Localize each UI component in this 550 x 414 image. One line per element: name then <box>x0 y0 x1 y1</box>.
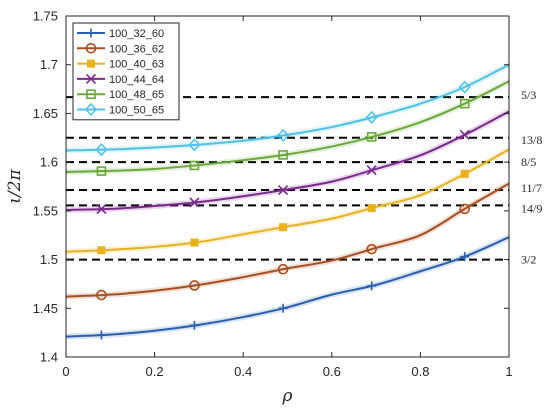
x-tick-label: 0 <box>62 364 69 379</box>
series-glow <box>65 180 511 300</box>
legend-entry: 100_40_63 <box>77 59 164 71</box>
series-glow <box>65 146 511 255</box>
data-point <box>367 204 376 213</box>
data-point <box>279 223 288 232</box>
data-point <box>190 238 199 247</box>
y-tick-label: 1.5 <box>40 252 58 267</box>
series-glow <box>65 234 511 340</box>
series-line <box>65 182 510 298</box>
ratio-label: 8/5 <box>521 155 536 169</box>
data-point <box>189 280 200 291</box>
data-point <box>367 281 377 291</box>
ratio-label: 13/8 <box>521 133 542 147</box>
data-point <box>189 160 200 171</box>
legend-entry: 100_50_65 <box>77 102 164 117</box>
x-tick-label: 1 <box>505 364 512 379</box>
data-point <box>96 166 107 176</box>
reference-lines <box>66 96 509 261</box>
ratio-label: 11/7 <box>521 181 542 195</box>
y-tick-label: 1.65 <box>33 106 58 121</box>
y-tick-label: 1.7 <box>40 57 58 72</box>
axis-ticks <box>65 15 510 358</box>
legend-label: 100_50_65 <box>109 105 164 117</box>
axes-box <box>65 15 510 358</box>
legend-entry: 100_44_64 <box>77 73 164 86</box>
data-point <box>278 150 288 160</box>
legend-label: 100_44_64 <box>109 74 164 86</box>
legend-entry: 100_32_60 <box>77 28 164 40</box>
data-point <box>459 129 470 140</box>
y-tick-label: 1.55 <box>33 203 58 218</box>
legend-label: 100_36_62 <box>109 43 164 55</box>
data-point <box>460 169 469 178</box>
y-tick-label: 1.6 <box>40 155 58 170</box>
legend-marker <box>86 89 96 99</box>
x-tick-label: 0.8 <box>411 364 429 379</box>
legend-marker <box>86 28 96 38</box>
data-point <box>278 185 289 196</box>
x-tick-label: 0.2 <box>146 364 164 379</box>
data-point <box>458 80 471 94</box>
data-point <box>96 204 107 215</box>
series-glow <box>65 108 511 213</box>
x-tick-label: 0.6 <box>323 364 341 379</box>
ratio-label: 5/3 <box>521 88 536 102</box>
legend-marker <box>85 73 97 84</box>
data-point <box>460 252 470 262</box>
data-point <box>366 243 377 255</box>
data-point <box>96 289 107 301</box>
data-point <box>189 197 200 208</box>
legend-label: 100_40_63 <box>109 59 164 71</box>
data-point <box>188 138 201 152</box>
data-point <box>459 203 471 215</box>
ratio-label: 3/2 <box>521 253 536 267</box>
series-markers <box>95 80 471 340</box>
x-axis-label: ρ <box>282 386 293 406</box>
y-tick-label: 1.4 <box>40 350 58 365</box>
y-tick-label: 1.45 <box>33 301 58 316</box>
series-line <box>65 110 510 211</box>
x-tick-label: 0.4 <box>234 364 252 379</box>
legend: 100_32_60 100_36_62 100_40_63 100_44_64 100_… <box>72 22 180 121</box>
y-axis-label: ι/2π <box>5 168 25 203</box>
data-point <box>459 98 470 109</box>
data-point <box>189 320 199 330</box>
ratio-labels: 5/3 13/8 8/5 11/7 14/9 3/2 <box>521 88 542 266</box>
data-point <box>97 246 106 255</box>
ratio-label: 14/9 <box>521 201 542 215</box>
legend-entry: 100_48_65 <box>77 89 164 101</box>
data-point <box>277 128 290 143</box>
legend-label: 100_48_65 <box>109 89 164 101</box>
data-point <box>95 143 108 157</box>
legend-marker <box>84 102 98 117</box>
legend-entry: 100_36_62 <box>77 42 164 55</box>
legend-label: 100_32_60 <box>109 28 164 40</box>
data-point <box>96 330 106 340</box>
data-point <box>366 165 377 176</box>
legend-marker <box>87 59 95 68</box>
series-line <box>65 236 510 338</box>
tick-labels: 0 0.2 0.4 0.6 0.8 1 1.4 1.45 1.5 1.55 1.6 1.65 1.7 1.… <box>33 9 513 380</box>
data-point <box>278 303 288 313</box>
series-line <box>65 148 510 253</box>
legend-marker <box>85 42 97 54</box>
y-tick-label: 1.75 <box>33 9 58 24</box>
data-point <box>366 132 377 142</box>
data-point <box>277 263 289 275</box>
data-point <box>365 110 378 125</box>
